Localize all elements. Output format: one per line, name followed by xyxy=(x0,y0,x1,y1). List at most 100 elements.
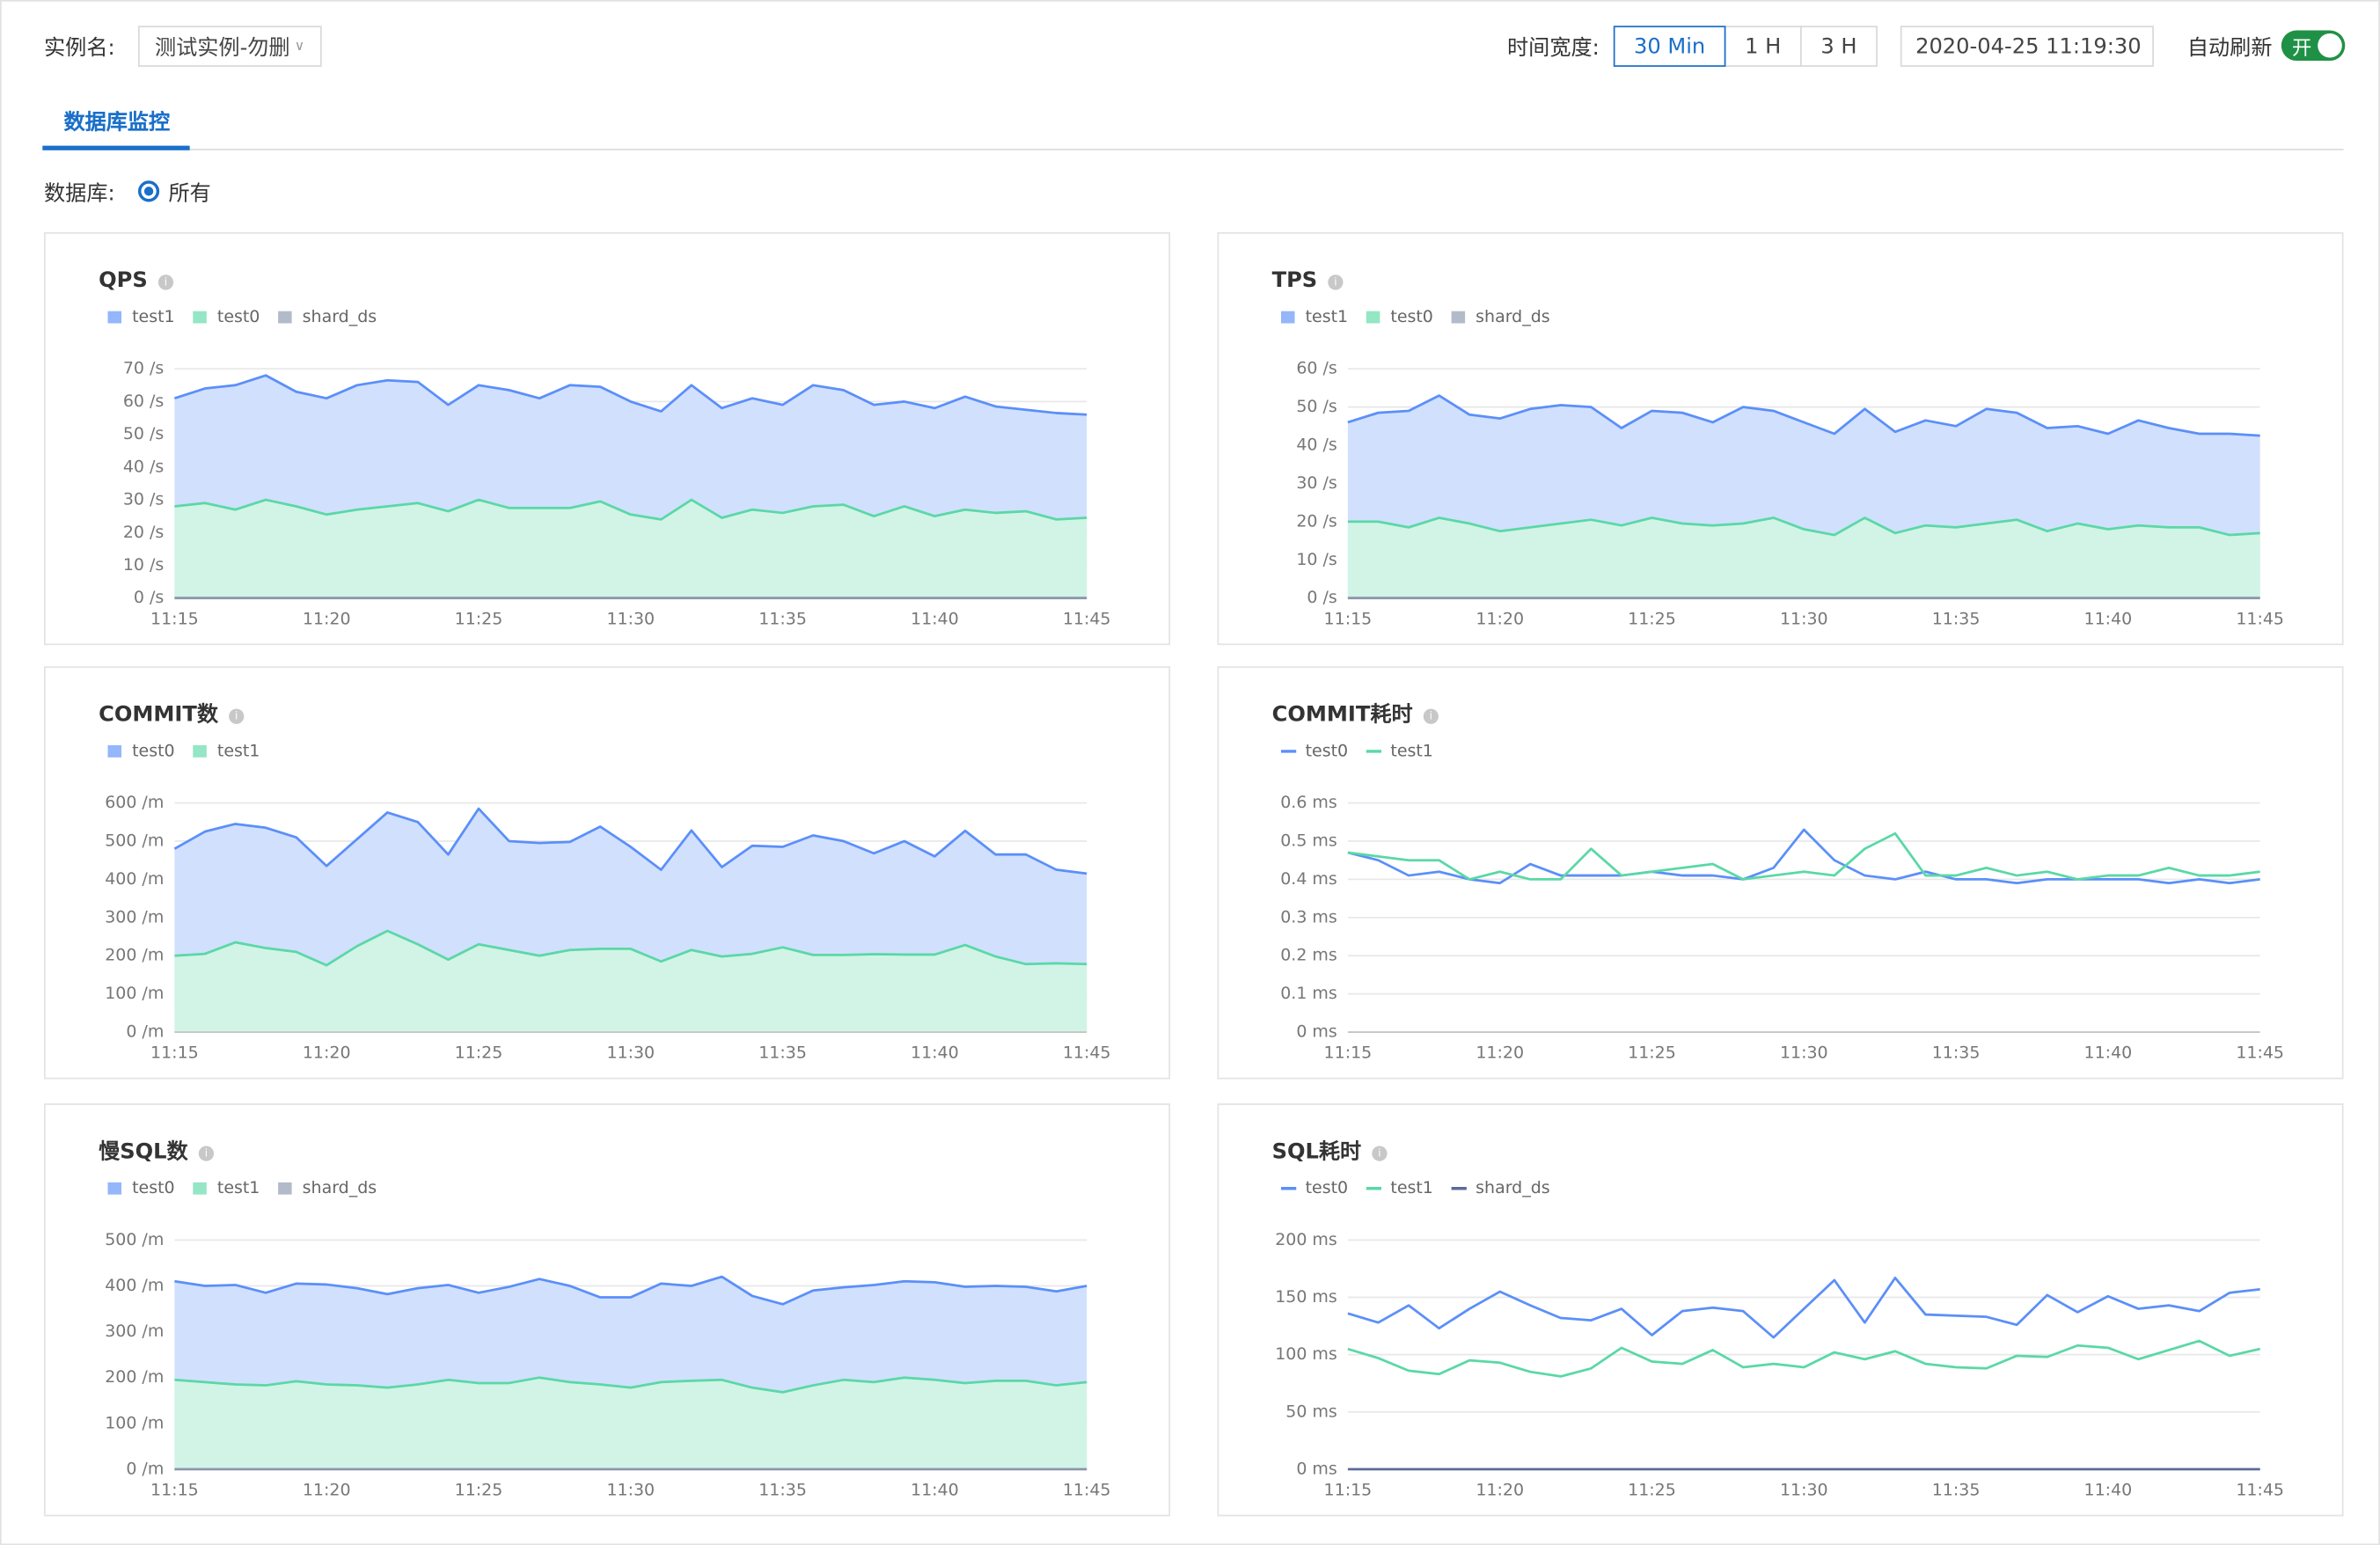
x-tick-label: 11:35 xyxy=(1932,1043,1981,1063)
chart-title: COMMIT耗时 xyxy=(1272,702,1413,727)
line xyxy=(174,1376,1087,1394)
y-tick-label: 20 /s xyxy=(123,523,164,542)
legend-marker xyxy=(1280,311,1295,324)
y-tick-label: 100 /m xyxy=(105,984,164,1003)
info-icon xyxy=(229,708,245,724)
x-tick-label: 11:40 xyxy=(2084,1043,2133,1063)
legend-label: test0 xyxy=(132,1178,175,1197)
chart-title: 慢SQL数 xyxy=(99,1139,188,1163)
x-tick-label: 11:35 xyxy=(1932,609,1981,628)
x-tick-label: 11:40 xyxy=(2084,1481,2133,1500)
legend-marker xyxy=(278,311,292,324)
instance-label: 实例名: xyxy=(44,36,115,62)
chart-panel: TPS i test1 test0 shard_ds 0 /s 10 /s 20 /s 30 /… xyxy=(1217,231,2344,646)
time-label: 时间宽度: xyxy=(1507,36,1600,62)
area xyxy=(174,1377,1087,1469)
info-icon-mark: i xyxy=(165,275,167,288)
y-tick-label: 200 ms xyxy=(1275,1230,1337,1249)
db-option: 所有 xyxy=(168,182,211,207)
info-icon-mark: i xyxy=(1430,710,1432,722)
y-tick-label: 10 /s xyxy=(123,555,164,575)
tab-divider xyxy=(42,149,2344,150)
radio[interactable] xyxy=(137,180,160,202)
info-icon xyxy=(1423,708,1439,724)
x-tick-label: 11:15 xyxy=(150,1481,199,1500)
y-tick-label: 0 /m xyxy=(126,1459,164,1478)
x-tick-label: 11:40 xyxy=(2084,609,2133,628)
y-tick-label: 50 ms xyxy=(1285,1402,1337,1421)
chart-panel: SQL耗时 i test0 test1 shard_ds 0 ms 50 ms 100 ms 1… xyxy=(1217,1103,2344,1517)
chart-panel: COMMIT数 i test0 test1 0 /m 100 /m 200 /m 300 /m… xyxy=(44,666,1171,1080)
line xyxy=(1347,1339,2260,1378)
switch[interactable]: 开 xyxy=(2281,30,2346,62)
x-tick-label: 11:25 xyxy=(1628,1481,1676,1500)
chart-title: TPS xyxy=(1272,267,1318,292)
chart: COMMIT数 i test0 test1 0 /m 100 /m 200 /m 300 /m… xyxy=(99,702,1110,1063)
x-tick-label: 11:20 xyxy=(303,1481,351,1500)
y-tick-label: 0 /s xyxy=(1307,588,1336,607)
chart: COMMIT耗时 i test0 test1 0 ms 0.1 ms 0.2 ms 0.3 m… xyxy=(1272,702,2284,1063)
chevron: ∨ xyxy=(294,38,305,55)
y-tick-label: 200 /m xyxy=(105,1367,164,1387)
x-tick-label: 11:40 xyxy=(911,1043,959,1063)
legend-label: test1 xyxy=(1306,307,1349,326)
y-tick-label: 20 /s xyxy=(1296,511,1336,531)
chart-title: COMMIT数 xyxy=(99,702,219,727)
y-tick-label: 0 /s xyxy=(134,588,164,607)
legend-marker xyxy=(193,745,207,758)
x-tick-label: 11:25 xyxy=(455,1481,503,1500)
x-tick-label: 11:20 xyxy=(1476,1043,1524,1063)
legend-label: test0 xyxy=(217,307,260,326)
datetime: 2020-04-25 11:19:30 xyxy=(1915,33,2142,59)
legend-label: shard_ds xyxy=(1476,1178,1549,1197)
x-tick-label: 11:45 xyxy=(2236,1043,2284,1063)
x-tick-label: 11:20 xyxy=(1476,1481,1524,1500)
y-tick-label: 100 ms xyxy=(1275,1344,1337,1364)
x-tick-label: 11:30 xyxy=(606,1481,655,1500)
area xyxy=(174,931,1087,1033)
legend-label: shard_ds xyxy=(303,307,377,326)
info-icon xyxy=(198,1146,215,1161)
time-option[interactable]: 3 H xyxy=(1799,26,1878,67)
y-tick-label: 0.5 ms xyxy=(1280,831,1337,850)
y-tick-label: 60 /s xyxy=(123,392,164,411)
x-tick-label: 11:40 xyxy=(911,609,959,628)
time-option[interactable]: 30 Min xyxy=(1613,26,1726,67)
legend-marker xyxy=(278,1182,292,1195)
x-tick-label: 11:25 xyxy=(1628,1043,1676,1063)
x-tick-label: 11:45 xyxy=(2236,609,2284,628)
datetime-input[interactable]: 2020-04-25 11:19:30 xyxy=(1900,26,2154,67)
y-tick-label: 40 /s xyxy=(123,457,164,476)
info-icon-mark: i xyxy=(1378,1147,1380,1160)
x-tick-label: 11:20 xyxy=(303,1043,351,1063)
y-tick-label: 300 /m xyxy=(105,907,164,926)
info-icon xyxy=(157,275,174,290)
line xyxy=(1347,831,2260,881)
x-tick-label: 11:15 xyxy=(1324,609,1373,628)
db-label: 数据库: xyxy=(44,182,115,207)
x-tick-label: 11:30 xyxy=(606,609,655,628)
chart: SQL耗时 i test0 test1 shard_ds 0 ms 50 ms 100 ms 1… xyxy=(1272,1139,2284,1500)
y-tick-label: 50 /s xyxy=(123,424,164,443)
x-tick-label: 11:15 xyxy=(150,609,199,628)
switch-knob xyxy=(2318,33,2342,58)
time-option[interactable]: 1 H xyxy=(1724,26,1802,67)
y-tick-label: 400 /m xyxy=(105,869,164,889)
tab[interactable]: 数据库监控 xyxy=(63,110,171,135)
instance-select[interactable]: 测试实例-勿删 ∨ xyxy=(137,26,322,67)
area xyxy=(174,500,1087,598)
legend-label: shard_ds xyxy=(1476,307,1549,326)
legend-marker xyxy=(193,311,207,324)
x-tick-label: 11:35 xyxy=(758,1043,807,1063)
x-tick-label: 11:25 xyxy=(455,1043,503,1063)
line xyxy=(1347,828,2260,885)
y-tick-label: 500 /m xyxy=(105,831,164,850)
chart: TPS i test1 test0 shard_ds 0 /s 10 /s 20 /s 30 /… xyxy=(1272,267,2284,628)
y-tick-label: 300 /m xyxy=(105,1322,164,1341)
info-icon-mark: i xyxy=(205,1147,208,1160)
legend-marker xyxy=(193,1182,207,1195)
legend-marker xyxy=(1366,311,1380,324)
x-tick-label: 11:35 xyxy=(758,609,807,628)
x-tick-label: 11:25 xyxy=(1628,609,1676,628)
